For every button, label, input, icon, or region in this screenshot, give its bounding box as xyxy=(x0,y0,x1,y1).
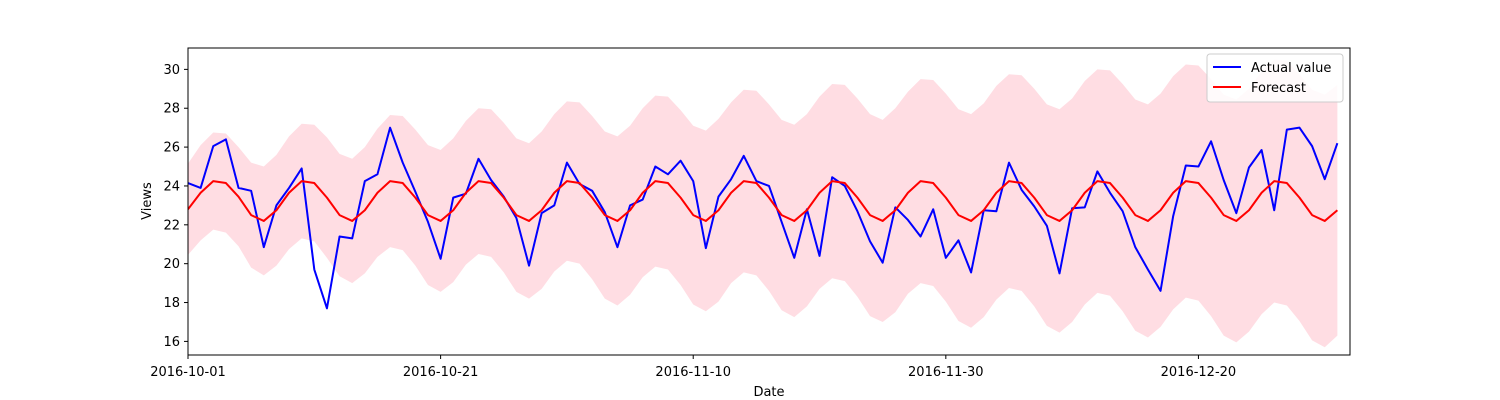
forecast-line xyxy=(188,180,1339,222)
y-axis-label: Views xyxy=(140,182,155,220)
x-axis-label: Date xyxy=(753,385,784,400)
legend-label-actual: Actual value xyxy=(1251,61,1331,76)
legend: Actual value Forecast xyxy=(1206,53,1344,103)
x-tick-label: 2016-11-30 xyxy=(908,365,984,380)
legend-label-forecast: Forecast xyxy=(1251,81,1306,96)
x-tick-label: 2016-11-10 xyxy=(655,365,731,380)
y-tick-label: 18 xyxy=(163,296,180,311)
actual-value-line xyxy=(188,126,1339,310)
x-tick-label: 2016-10-21 xyxy=(403,365,479,380)
x-axis: 2016-10-01 2016-10-21 2016-11-10 2016-11-30… xyxy=(150,355,1236,380)
y-tick-label: 22 xyxy=(163,218,180,233)
confidence-band xyxy=(188,59,1338,348)
x-tick-label: 2016-10-01 xyxy=(150,365,226,380)
y-tick-label: 20 xyxy=(163,257,180,272)
y-axis: 16 18 20 22 24 26 28 30 xyxy=(163,63,188,350)
y-tick-label: 16 xyxy=(163,335,180,350)
y-tick-label: 26 xyxy=(163,141,180,156)
y-tick-label: 24 xyxy=(163,179,180,194)
y-tick-label: 28 xyxy=(163,102,180,117)
plot-frame xyxy=(187,47,1351,356)
x-tick-label: 2016-12-20 xyxy=(1161,365,1237,380)
y-tick-label: 30 xyxy=(163,63,180,78)
plot-area xyxy=(188,59,1339,348)
